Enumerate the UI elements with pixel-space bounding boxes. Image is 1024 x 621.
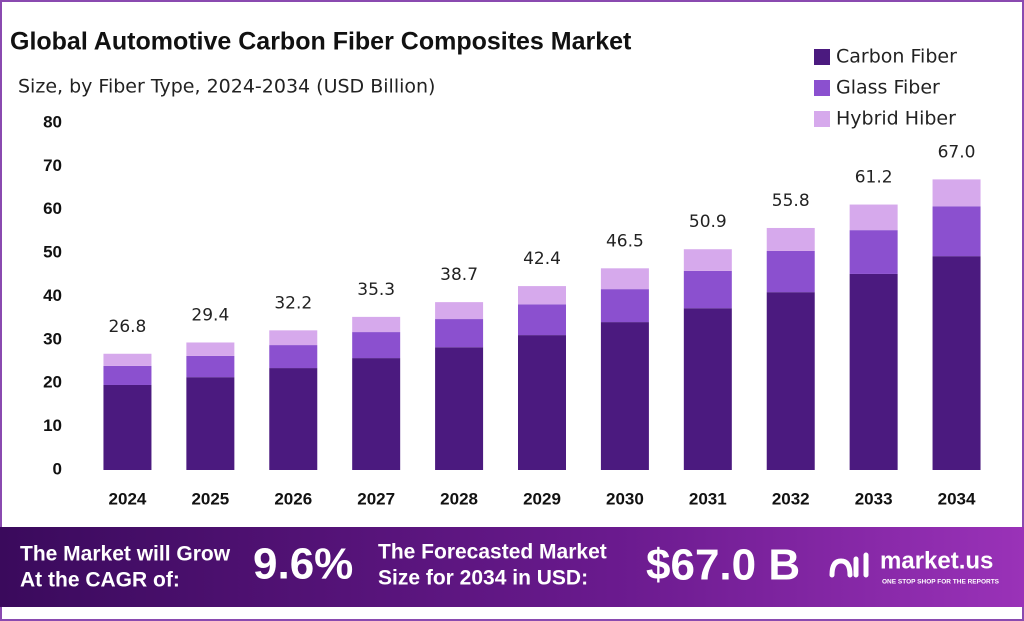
- total-label: 50.9: [689, 212, 727, 232]
- bar-segment: [435, 302, 484, 320]
- bar-segment: [600, 268, 649, 290]
- chart-title: Global Automotive Carbon Fiber Composite…: [10, 28, 632, 56]
- legend-label: Glass Fiber: [836, 77, 940, 99]
- bar-segment: [103, 365, 152, 385]
- y-tick-label: 40: [43, 286, 62, 305]
- bar-segment: [186, 355, 235, 378]
- bar-segment: [932, 256, 981, 470]
- bar-segment: [683, 249, 732, 271]
- bar-segment: [932, 179, 981, 207]
- legend-label: Hybrid Hiber: [836, 108, 956, 130]
- total-label: 55.8: [772, 191, 810, 211]
- bar-segment: [269, 368, 318, 470]
- legend-swatch: [814, 111, 830, 127]
- bar-segment: [352, 358, 401, 470]
- legend-label: Carbon Fiber: [836, 46, 957, 68]
- legend-swatch: [814, 49, 830, 65]
- y-tick-label: 10: [43, 416, 62, 435]
- x-tick-label: 2033: [855, 489, 893, 508]
- bar-segment: [600, 289, 649, 323]
- forecast-text: The Forecasted Market: [378, 541, 607, 564]
- bar-segment: [600, 322, 649, 470]
- bar-segment: [186, 342, 235, 356]
- y-tick-label: 80: [43, 112, 62, 131]
- bar-segment: [435, 319, 484, 348]
- bar-segment: [932, 206, 981, 257]
- bar-segment: [683, 308, 732, 470]
- bar-segment: [518, 335, 566, 470]
- x-tick-label: 2024: [109, 489, 147, 508]
- bar-segment: [849, 204, 898, 231]
- bar-segment: [849, 230, 898, 274]
- bar-segment: [766, 227, 815, 251]
- y-tick-label: 30: [43, 329, 62, 348]
- bar-segment: [766, 292, 815, 470]
- y-tick-label: 0: [53, 459, 62, 478]
- legend-swatch: [814, 80, 830, 96]
- y-tick-label: 50: [43, 243, 62, 262]
- cagr-value: 9.6%: [253, 540, 353, 589]
- bar-segment: [435, 347, 484, 470]
- total-label: 26.8: [109, 317, 147, 337]
- bar-segment: [849, 273, 898, 470]
- x-tick-label: 2030: [606, 489, 644, 508]
- bar-segment: [186, 377, 235, 470]
- total-label: 32.2: [274, 293, 312, 313]
- x-tick-label: 2026: [274, 489, 312, 508]
- bar-segment: [518, 304, 566, 336]
- bar-segment: [518, 286, 566, 305]
- y-tick-label: 20: [43, 373, 62, 392]
- total-label: 35.3: [357, 280, 395, 300]
- x-tick-label: 2034: [938, 489, 976, 508]
- total-label: 42.4: [523, 249, 561, 269]
- bar-segment: [103, 384, 152, 470]
- y-tick-label: 60: [43, 199, 62, 218]
- brand-tagline: ONE STOP SHOP FOR THE REPORTS: [882, 579, 1000, 586]
- brand-name: market.us: [880, 547, 993, 574]
- chart-subtitle: Size, by Fiber Type, 2024-2034 (USD Bill…: [18, 76, 435, 98]
- bar-segment: [103, 353, 152, 366]
- forecast-text: Size for 2034 in USD:: [378, 567, 588, 590]
- total-label: 29.4: [191, 305, 229, 325]
- bar-segment: [269, 345, 318, 369]
- footer-banner: [0, 527, 1024, 607]
- total-label: 38.7: [440, 265, 478, 285]
- x-tick-label: 2028: [440, 489, 478, 508]
- cagr-text: The Market will Grow: [20, 543, 231, 566]
- x-tick-label: 2025: [191, 489, 229, 508]
- total-label: 46.5: [606, 231, 644, 251]
- x-tick-label: 2027: [357, 489, 395, 508]
- cagr-text: At the CAGR of:: [20, 569, 180, 592]
- bar-segment: [766, 250, 815, 293]
- bar-segment: [269, 330, 318, 346]
- x-tick-label: 2032: [772, 489, 810, 508]
- total-label: 67.0: [938, 142, 976, 162]
- bar-segment: [352, 316, 401, 333]
- total-label: 61.2: [855, 168, 893, 188]
- y-tick-label: 70: [43, 156, 62, 175]
- x-tick-label: 2031: [689, 489, 727, 508]
- forecast-value: $67.0 B: [646, 541, 800, 590]
- x-tick-label: 2029: [523, 489, 561, 508]
- bar-segment: [683, 270, 732, 309]
- brand-logo: [829, 552, 869, 578]
- bar-segment: [352, 332, 401, 359]
